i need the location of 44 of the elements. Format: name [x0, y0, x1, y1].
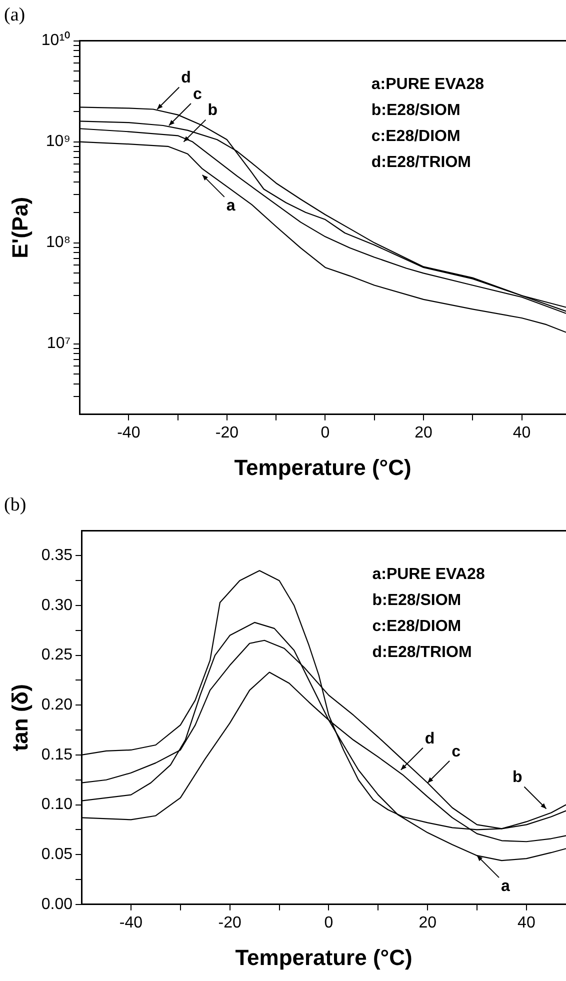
annotation: c: [192, 86, 202, 103]
x-axis-title: Temperature (°C): [235, 944, 412, 970]
y-tick-label: 0.30: [41, 596, 73, 614]
annotation: a: [501, 878, 510, 895]
annotation: d: [181, 70, 191, 87]
x-tick-label: 20: [414, 424, 432, 442]
y-tick-label: 0.35: [41, 547, 73, 564]
annotation: b: [208, 102, 218, 120]
annotation: d:E28/TRIOM: [372, 644, 472, 662]
x-tick-label: 20: [418, 914, 437, 932]
y-tick-label: 10⁷: [46, 335, 71, 352]
x-tick-label: -20: [215, 424, 239, 442]
x-tick-label: -20: [218, 914, 242, 932]
annotation: d:E28/TRIOM: [371, 154, 471, 172]
annotation: c: [452, 743, 461, 760]
annotation: a:PURE EVA28: [372, 566, 485, 584]
y-tick-label: 10¹⁰: [41, 31, 71, 50]
x-tick-label: 40: [518, 914, 536, 932]
annotation: d: [424, 730, 435, 748]
annotation: a:PURE EVA28: [371, 76, 484, 94]
annotation: b: [512, 769, 522, 786]
y-tick-label: 0.10: [41, 796, 73, 814]
annotation: b:E28/SIOM: [371, 102, 460, 120]
x-tick-label: 40: [512, 424, 531, 442]
y-tick-label: 0.05: [41, 846, 73, 863]
y-axis-title: tan (δ): [7, 684, 32, 752]
x-tick-label: 0: [320, 424, 330, 442]
annotation: c:E28/DIOM: [371, 128, 460, 146]
x-tick-label: 0: [324, 914, 334, 932]
y-tick-label: 0.00: [41, 896, 73, 913]
x-tick-label: -40: [119, 914, 143, 932]
y-tick-label: 0.25: [41, 646, 73, 664]
y-axis-title: E'(Pa): [7, 196, 32, 258]
annotation: a: [226, 197, 236, 214]
x-tick-label: -40: [117, 424, 140, 442]
chart-title: (a): [4, 4, 26, 26]
annotation: c:E28/DIOM: [372, 618, 462, 636]
chart-title: (b): [4, 494, 26, 516]
y-tick-label: 0.15: [41, 746, 73, 764]
x-axis-title: Temperature (°C): [234, 454, 412, 480]
annotation: b:E28/SIOM: [372, 592, 462, 610]
y-tick-label: 0.20: [41, 696, 73, 714]
y-tick-label: 10⁸: [46, 234, 71, 252]
y-tick-label: 10⁹: [46, 133, 71, 150]
